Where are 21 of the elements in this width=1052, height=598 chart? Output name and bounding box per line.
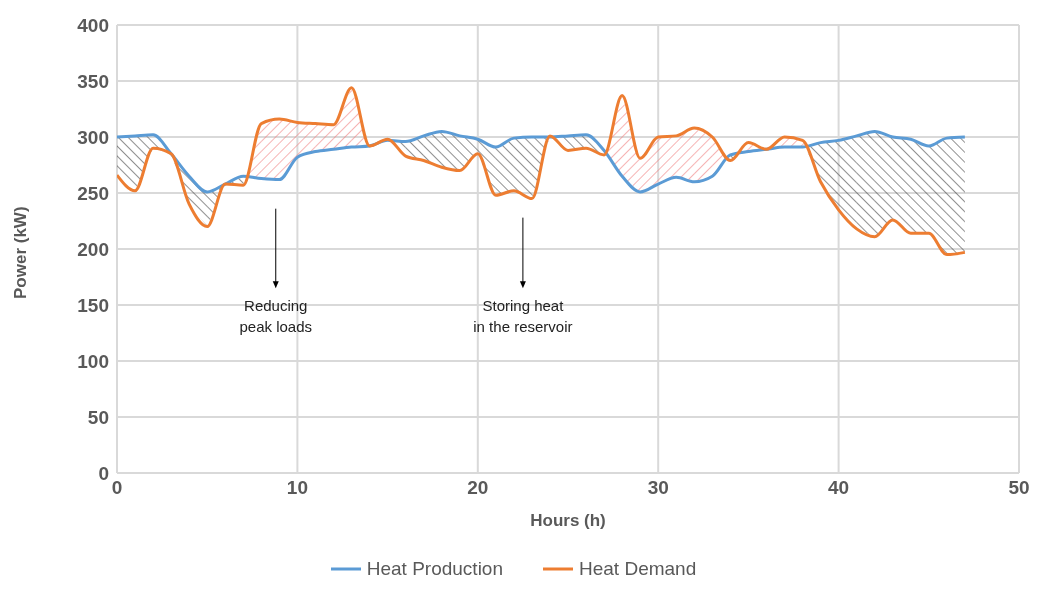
legend-label: Heat Demand [579,558,697,580]
x-tick-label: 30 [647,477,669,499]
y-tick-label: 300 [77,126,109,148]
legend-label: Heat Production [366,558,503,580]
annotation: Reducing peak loads [239,297,313,336]
y-tick-label: 350 [77,70,109,92]
y-tick-label: 0 [98,462,109,484]
y-tick-label: 150 [77,294,109,316]
y-tick-label: 100 [77,350,109,372]
annotation: Storing heat in the reservoir [473,297,573,336]
x-tick-label: 50 [1008,477,1030,499]
x-tick-label: 20 [467,477,489,499]
x-tick-label: 40 [828,477,850,499]
y-axis-title: Power (kW) [11,206,31,299]
x-tick-label: 10 [286,477,308,499]
x-tick-label: 0 [111,477,123,499]
y-tick-label: 250 [77,182,109,204]
x-axis-title: Hours (h) [530,511,606,530]
y-tick-label: 50 [87,406,109,428]
y-tick-label: 400 [77,14,109,36]
y-tick-label: 200 [77,238,109,260]
